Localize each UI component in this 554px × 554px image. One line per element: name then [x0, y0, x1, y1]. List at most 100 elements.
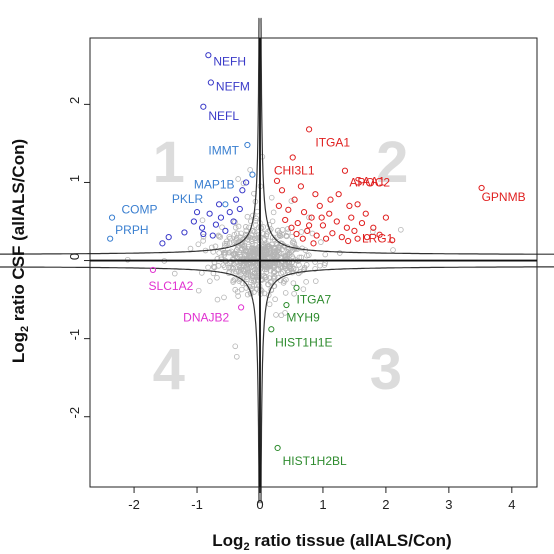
gene-label-saa1: SAA1 [354, 175, 385, 189]
axes: -2 -1 0 1 2 3 4 -2 -1 0 1 2 [67, 37, 538, 512]
background-point [290, 265, 297, 272]
background-point [267, 267, 274, 274]
gene-point-dnajb2 [237, 304, 245, 311]
background-point [244, 276, 250, 283]
gene-point-myh9 [283, 301, 290, 309]
background-point [241, 251, 248, 258]
background-point [290, 280, 297, 286]
background-point [237, 275, 244, 282]
background-point [226, 234, 233, 240]
background-point [303, 279, 309, 285]
background-point [266, 301, 273, 308]
background-point [224, 238, 230, 245]
highlighted-point [335, 191, 342, 198]
gene-label-comp: COMP [121, 203, 157, 217]
gene-label-pklr: PKLR [172, 192, 204, 206]
gene-label-lrg1: LRG1 [362, 232, 394, 246]
background-point [251, 289, 257, 295]
background-point [232, 286, 239, 293]
gene-point-pklr [222, 201, 229, 208]
gene-point-itga7 [293, 284, 300, 291]
gene-point-chi3l1 [289, 154, 296, 161]
background-point [247, 167, 253, 173]
background-point [214, 296, 221, 303]
background-point [228, 258, 234, 265]
highlighted-point [313, 232, 320, 239]
background-point [232, 238, 239, 244]
background-point [248, 238, 255, 244]
highlighted-point [297, 183, 305, 190]
background-point [212, 243, 219, 250]
background-point [275, 246, 282, 253]
gene-label-itga1: ITGA1 [315, 136, 350, 150]
highlighted-point [322, 235, 330, 242]
y-tick-label: 1 [67, 175, 82, 182]
background-point [243, 224, 249, 230]
gene-label-nefl: NEFL [208, 109, 239, 123]
background-point [261, 236, 267, 242]
background-point [283, 233, 290, 240]
background-point [200, 233, 207, 240]
threshold-curve-q3 [260, 266, 554, 504]
background-point [233, 235, 240, 241]
background-point [288, 266, 294, 273]
background-point [231, 276, 238, 283]
background-point [232, 343, 239, 350]
highlighted-point [318, 214, 325, 221]
background-point [289, 247, 296, 254]
background-point [266, 275, 273, 281]
gene-point-slc1a2 [149, 266, 157, 274]
background-point [238, 286, 245, 293]
x-tick-label: -1 [191, 497, 203, 512]
background-point [243, 280, 249, 287]
background-point [240, 263, 247, 269]
threshold-curve-q1 [0, 17, 260, 255]
gene-label-nefm: NEFM [216, 79, 250, 93]
background-point [298, 229, 305, 235]
background-point [277, 264, 284, 271]
background-point [390, 247, 396, 253]
highlighted-point [278, 187, 286, 194]
background-point [254, 208, 261, 215]
background-point [235, 293, 241, 299]
background-point [248, 232, 255, 239]
highlighted-point [327, 196, 334, 203]
highlighted-point [304, 227, 311, 234]
highlighted-point [206, 210, 213, 217]
highlighted-point [181, 229, 188, 236]
background-point [251, 235, 258, 242]
highlighted-point [291, 196, 298, 203]
background-point [271, 274, 278, 280]
background-point [249, 264, 255, 271]
highlighted-point [326, 210, 333, 217]
highlighted-point [273, 177, 281, 184]
background-point [199, 217, 206, 223]
background-point [235, 223, 242, 230]
background-point [256, 247, 262, 254]
background-point [244, 268, 251, 275]
background-point [205, 264, 211, 271]
highlighted-point [389, 237, 396, 244]
gene-point-apoc2 [341, 167, 349, 174]
gene-point-immt [244, 141, 251, 149]
gene-label-myh9: MYH9 [286, 310, 320, 324]
background-point [235, 268, 242, 275]
background-point [276, 261, 283, 268]
gene-label-dnajb2: DNAJB2 [183, 310, 229, 324]
background-point [243, 235, 250, 241]
highlighted-point [193, 209, 201, 216]
background-point [200, 238, 206, 244]
y-tick-label: -2 [67, 407, 82, 419]
highlighted-point [212, 221, 220, 228]
background-point [369, 228, 376, 235]
background-point [246, 241, 252, 248]
gene-point-lrg1 [354, 235, 361, 242]
highlighted-point [370, 224, 377, 231]
background-point [248, 245, 255, 252]
background-point [238, 230, 244, 237]
background-point [270, 251, 277, 258]
highlighted-point [215, 201, 223, 208]
gene-label-immt: IMMT [208, 143, 239, 157]
highlighted-point [239, 187, 246, 194]
background-point [322, 251, 329, 258]
